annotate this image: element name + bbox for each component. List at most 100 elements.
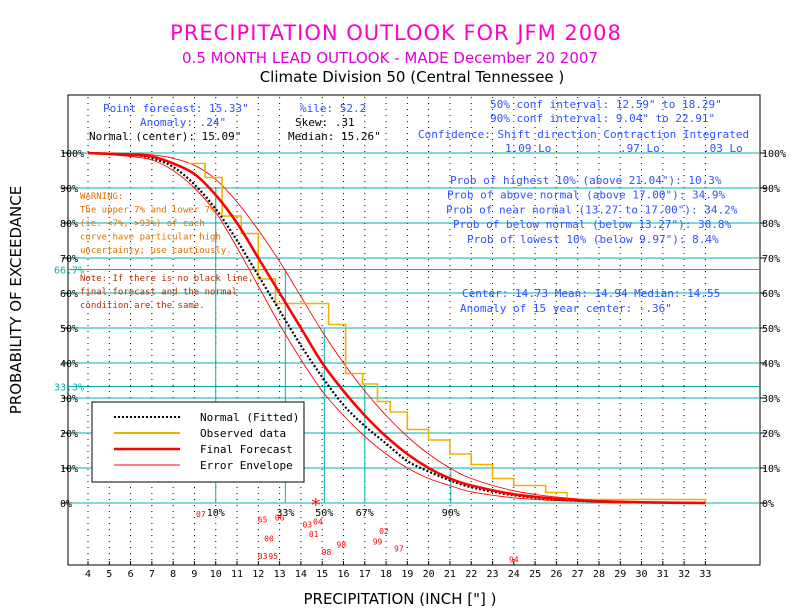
- y-tick-label-left: 40%: [60, 359, 78, 370]
- x-tick-label: 24: [508, 569, 520, 580]
- y-tick-label-right: 100%: [762, 149, 786, 160]
- legend-label: Observed data: [200, 427, 286, 440]
- y-tick-label-left: 50%: [60, 324, 78, 335]
- y-tick-label-right: 70%: [762, 254, 780, 265]
- normal-fitted-curve: [87, 151, 706, 505]
- confidence-header: Confidence: Shift direction Contraction …: [418, 128, 749, 141]
- y-tick-label-right: 20%: [762, 429, 780, 440]
- year-label: 07: [196, 510, 206, 519]
- year-label: 06: [275, 514, 285, 523]
- chart-title: PRECIPITATION OUTLOOK FOR JFM 2008: [170, 21, 622, 45]
- year-label: 95: [268, 552, 278, 561]
- x-tick-label: 25: [529, 569, 541, 580]
- tercile-label: 33.3%: [54, 382, 84, 393]
- percentile-label: 50%: [315, 508, 333, 519]
- chart-subtitle: 0.5 MONTH LEAD OUTLOOK - MADE December 2…: [182, 49, 598, 67]
- tercile-label: 66.7%: [54, 266, 84, 277]
- x-tick-label: 14: [295, 569, 307, 580]
- x-axis-label: PRECIPITATION (INCH ["] ): [303, 590, 496, 608]
- y-tick-label-right: 0%: [762, 499, 774, 510]
- warning-text: curve have particular high: [80, 233, 221, 243]
- error-envelope-curve: [87, 152, 706, 504]
- x-tick-label: 11: [231, 569, 243, 580]
- year-label: 03: [302, 521, 312, 530]
- x-tick-label: 27: [572, 569, 584, 580]
- contraction-value: .97 Lo: [620, 142, 660, 155]
- x-tick-label: 26: [550, 569, 562, 580]
- x-tick-label: 18: [380, 569, 392, 580]
- x-tick-label: 6: [128, 569, 134, 580]
- percentile-label: 33%: [276, 508, 294, 519]
- legend-label: Final Forecast: [200, 443, 293, 456]
- y-tick-label-right: 50%: [762, 324, 780, 335]
- observed-data-curve: [188, 162, 707, 503]
- x-tick-label: 28: [593, 569, 605, 580]
- x-tick-label: 16: [337, 569, 349, 580]
- year-label: 65: [258, 515, 268, 524]
- y-tick-label-left: 30%: [60, 394, 78, 405]
- percentile-label: 10%: [207, 508, 225, 519]
- probability-text: Prob of near normal (13.27 to 17.00"): 3…: [446, 203, 738, 216]
- x-tick-label: 31: [657, 569, 669, 580]
- y-tick-label-left: 80%: [60, 219, 78, 230]
- point-forecast-text: Point forecast: 15.33": [103, 102, 249, 115]
- note-text: final forecast and the normal: [80, 288, 237, 298]
- final-forecast-curve: [87, 151, 706, 505]
- x-tick-label: 15: [316, 569, 328, 580]
- note-text: Note: If there is no black line,: [80, 274, 253, 284]
- y-tick-label-right: 60%: [762, 289, 780, 300]
- x-tick-label: 10: [210, 569, 222, 580]
- x-tick-label: 23: [486, 569, 498, 580]
- y-tick-label-left: 100%: [60, 149, 84, 160]
- warning-text: The upper 7% and lower 7%: [80, 206, 216, 216]
- warning-text: (ie. <7%, >93%) of each: [80, 219, 205, 229]
- plot-frame: [67, 94, 761, 566]
- x-tick-label: 17: [359, 569, 371, 580]
- y-tick-label-left: 10%: [60, 464, 78, 475]
- x-tick-label: 29: [614, 569, 626, 580]
- y-tick-label-right: 80%: [762, 219, 780, 230]
- x-tick-label: 9: [191, 569, 197, 580]
- shift-value: 1.09 Lo: [505, 142, 551, 155]
- x-tick-label: 21: [444, 569, 456, 580]
- probability-text: Prob of highest 10% (above 21.04"): 10.3…: [450, 174, 722, 187]
- warning-text: uncertainty; use cautiously.: [80, 246, 232, 256]
- year-label: 03: [258, 552, 268, 561]
- probability-text: Prob of lowest 10% (below 9.97"): 8.4%: [467, 233, 719, 246]
- x-tick-label: 4: [85, 569, 91, 580]
- probability-text: Prob of below normal (below 13.27"): 30.…: [453, 218, 732, 231]
- skew-text: Skew: .31: [295, 116, 355, 129]
- year-label: 00: [264, 535, 274, 544]
- x-tick-label: 20: [423, 569, 435, 580]
- year-label: 97: [394, 545, 404, 554]
- center-star-marker: *: [310, 495, 321, 516]
- normal-center-text: Normal (center): 15.09": [89, 130, 241, 143]
- warning-text: WARNING:: [80, 192, 123, 202]
- x-tick-label: 5: [106, 569, 112, 580]
- year-label: 99: [373, 537, 383, 546]
- legend-label: Error Envelope: [200, 459, 293, 472]
- legend-box: [91, 401, 305, 483]
- x-tick-label: 12: [252, 569, 264, 580]
- year-label: 01: [309, 530, 319, 539]
- x-tick-label: 8: [170, 569, 176, 580]
- x-tick-label: 19: [401, 569, 413, 580]
- x-tick-label: 32: [678, 569, 690, 580]
- y-tick-label-left: 90%: [60, 184, 78, 195]
- integrated-value: .03 Lo: [703, 142, 743, 155]
- x-tick-label: 13: [274, 569, 286, 580]
- x-tick-label: 7: [149, 569, 155, 580]
- y-tick-label-left: 0%: [60, 499, 72, 510]
- year-label: 98: [322, 548, 332, 557]
- error-envelope-curve: [87, 152, 706, 504]
- y-tick-label-right: 10%: [762, 464, 780, 475]
- y-tick-label-right: 90%: [762, 184, 780, 195]
- y-axis-label: PROBABILITY OF EXCEEDANCE: [7, 186, 25, 414]
- x-tick-label: 22: [465, 569, 477, 580]
- conf90-text: 90% conf interval: 9.04" to 22.91": [490, 112, 715, 125]
- probability-text: Prob of above normal (above 17.00"): 34.…: [447, 189, 726, 202]
- note-text: condition are the same.: [80, 301, 205, 311]
- median-text: Median: 15.26": [288, 130, 381, 143]
- y-tick-label-left: 20%: [60, 429, 78, 440]
